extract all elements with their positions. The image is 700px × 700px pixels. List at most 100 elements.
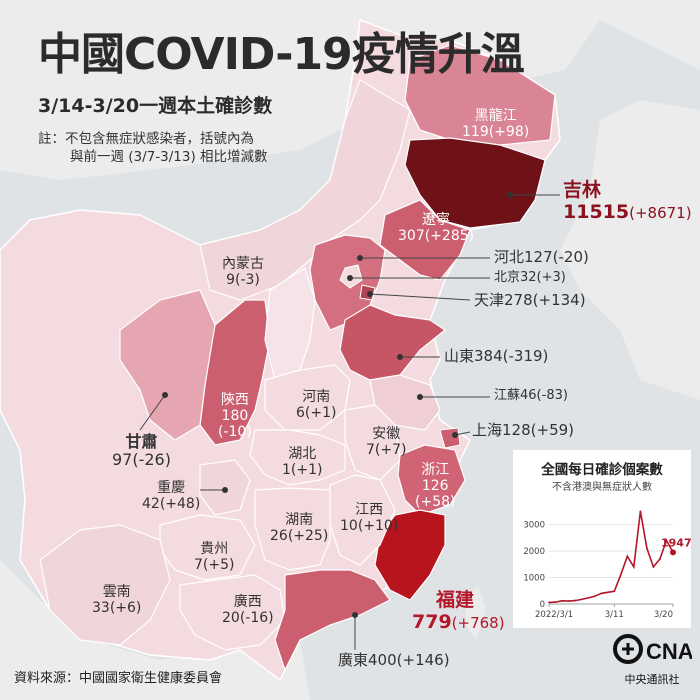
region-jiangxi: [329, 474, 396, 566]
region-shanxi: [264, 267, 316, 381]
series-line: [548, 511, 674, 604]
label-neimenggu-value: 9(-3): [226, 272, 260, 289]
label-shaanxi-change: (-10): [218, 424, 252, 441]
data-point: [587, 597, 590, 599]
label-tianjin-name: 天津: [474, 291, 505, 309]
label-zhejiang-name: 浙江: [421, 462, 450, 478]
inset-chart-subtitle: 不含港澳與無症狀人數: [552, 482, 652, 493]
southeast-asia-land: [0, 560, 310, 700]
region-guangxi: [179, 574, 286, 651]
data-point: [645, 547, 648, 550]
label-jilin-value: 11515: [563, 200, 630, 223]
label-guangxi: 廣西 20(-16): [222, 594, 274, 626]
region-guangdong: [274, 569, 391, 672]
label-hebei: 河北127(-20): [494, 248, 589, 266]
region-hunan: [254, 487, 331, 571]
x-tick-label: 3/11: [605, 610, 624, 620]
data-point: [632, 566, 635, 568]
data-point: [574, 599, 577, 602]
label-yunnan-value: 33(+6): [92, 600, 142, 617]
inset-chart-plot: 0 1000 2000 3000 2022/3/1 3/11 3/20 1947: [523, 510, 691, 620]
label-hunan-name: 湖南: [285, 512, 314, 528]
dot-shandong: [397, 354, 403, 360]
data-point: [580, 598, 583, 601]
dot-jilin: [507, 192, 513, 198]
dot-shanghai: [452, 432, 458, 438]
label-hubei-value: 1(+1): [282, 462, 323, 479]
label-guangxi-name: 廣西: [233, 594, 262, 610]
data-point: [613, 590, 616, 593]
label-tianjin-value: 278(+134): [504, 291, 586, 309]
data-point: [659, 558, 661, 560]
data-point: [639, 510, 642, 513]
leader-gansu: [139, 394, 166, 431]
label-guangdong-name: 廣東: [338, 651, 369, 669]
label-zhejiang-change: (+58): [415, 494, 456, 511]
label-fujian-change: (+768): [451, 613, 505, 632]
taiwan-land: [466, 585, 486, 640]
dot-beijing: [347, 275, 353, 281]
label-anhui-value: 7(+7): [366, 442, 407, 459]
last-value-label: 1947: [661, 536, 691, 549]
label-yunnan-name: 雲南: [102, 584, 131, 600]
dot-guangdong: [352, 612, 358, 618]
label-shandong: 山東384(-319): [444, 347, 549, 365]
label-jilin: 吉林 11515(+8671): [563, 179, 692, 224]
label-yunnan: 雲南 33(+6): [92, 584, 141, 616]
region-yunnan: [39, 524, 171, 646]
label-hunan-value: 26(+25): [270, 528, 329, 545]
label-shanghai-value: 128(+59): [502, 421, 575, 439]
label-heilongjiang-value: 119(+98): [462, 124, 530, 141]
label-anhui-name: 安徽: [372, 426, 401, 442]
region-liaoning: [379, 199, 471, 281]
label-gansu-value: 97(-26): [112, 450, 171, 470]
data-point: [561, 599, 563, 602]
dot-chongqing: [222, 487, 228, 493]
region-guizhou: [159, 514, 256, 581]
label-chongqing-value: 42(+48): [142, 496, 201, 513]
label-jiangsu-name: 江蘇: [494, 388, 521, 403]
label-hebei-name: 河北: [494, 248, 525, 266]
label-zhejiang: 浙江 126 (+58): [415, 462, 455, 510]
dot-jiangsu: [417, 394, 423, 400]
label-shandong-value: 384(-319): [474, 347, 549, 365]
x-tick-label: 3/20: [654, 610, 673, 620]
data-point: [554, 601, 557, 604]
label-chongqing-name: 重慶: [157, 480, 186, 496]
label-jilin-change: (+8671): [629, 203, 692, 222]
label-shaanxi: 陝西 180 (-10): [218, 392, 252, 440]
region-zhejiang: [397, 444, 466, 516]
data-point: [600, 592, 603, 595]
data-point: [619, 573, 622, 576]
y-tick-label: 3000: [523, 521, 545, 531]
region-gansu: [119, 289, 216, 441]
label-shaanxi-name: 陝西: [220, 392, 249, 408]
korea-japan-land: [560, 100, 700, 400]
x-tick-label: 2022/3/1: [535, 610, 573, 620]
label-zhejiang-value: 126: [421, 478, 449, 495]
label-guizhou: 貴州 7(+5): [194, 541, 234, 573]
footnote: 註：不包含無症狀感染者，括號內為 與前一週 (3/7-3/13) 相比增減數: [38, 130, 268, 166]
dot-gansu: [162, 392, 168, 398]
label-neimenggu-name: 內蒙古: [222, 256, 264, 272]
label-guangdong: 廣東400(+146): [338, 651, 450, 669]
label-beijing-name: 北京: [494, 270, 521, 285]
footnote-line2: 與前一週 (3/7-3/13) 相比增減數: [70, 149, 268, 166]
data-point: [652, 566, 655, 568]
region-fujian: [374, 509, 446, 601]
label-gansu: 甘肅 97(-26): [112, 432, 171, 470]
dot-tianjin: [367, 291, 373, 297]
label-hubei-name: 湖北: [288, 446, 317, 462]
inset-chart: 全國每日確診個案數 不含港澳與無症狀人數 0 1000 2000 3000 2022/3…: [513, 450, 691, 628]
label-fujian: 福建 779(+768): [412, 589, 505, 634]
region-hubei: [249, 429, 346, 486]
cna-logo-name: 中央通訊社: [624, 673, 680, 686]
inset-chart-title: 全國每日確診個案數: [541, 462, 663, 478]
label-shaanxi-value: 180: [221, 408, 249, 425]
label-heilongjiang: 黑龍江 119(+98): [462, 108, 529, 140]
y-tick-label: 0: [540, 600, 545, 610]
label-jiangxi-name: 江西: [355, 502, 384, 518]
source-credit: 資料來源：中國國家衛生健康委員會: [14, 671, 223, 686]
label-jiangsu-value: 46(-83): [520, 388, 568, 403]
